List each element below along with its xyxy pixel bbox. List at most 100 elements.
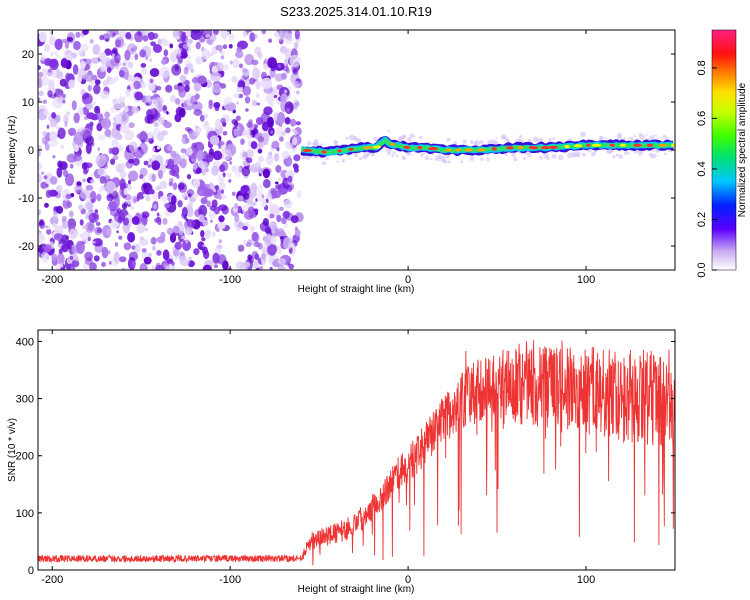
noise-blob (165, 84, 173, 93)
noise-blob (201, 163, 206, 170)
noise-blob (97, 113, 104, 122)
noise-blob (218, 215, 225, 223)
noise-blob (160, 194, 168, 203)
noise-blob (217, 195, 223, 200)
noise-blob (104, 111, 110, 119)
noise-blob (157, 38, 162, 45)
halo-blob (611, 150, 614, 153)
snr-series-line (38, 340, 675, 566)
noise-blob (38, 71, 43, 78)
noise-blob (202, 264, 212, 270)
noise-blob (162, 249, 170, 261)
noise-blob (263, 106, 273, 115)
noise-blob (279, 206, 284, 211)
noise-blob (210, 219, 213, 223)
noise-blob (93, 84, 101, 95)
noise-blob (38, 246, 44, 253)
noise-blob (271, 140, 280, 149)
halo-blob (518, 135, 523, 139)
noise-blob (275, 184, 282, 190)
halo-blob (479, 140, 484, 145)
noise-blob (133, 243, 141, 254)
noise-blob (265, 193, 271, 199)
noise-blob (251, 231, 259, 242)
noise-blob (85, 201, 94, 211)
noise-blob (174, 241, 182, 250)
noise-blob (192, 178, 201, 188)
noise-blob (293, 41, 299, 49)
noise-blob (234, 165, 242, 177)
noise-blob (164, 202, 170, 209)
noise-blob (142, 193, 147, 197)
noise-blob (64, 40, 70, 49)
noise-blob (270, 130, 274, 134)
noise-blob (185, 238, 189, 244)
noise-blob (38, 90, 44, 97)
noise-blob (190, 68, 195, 73)
noise-blob (220, 50, 225, 56)
noise-blob (292, 163, 299, 170)
noise-blob (131, 245, 136, 250)
noise-blob (261, 77, 273, 90)
halo-blob (624, 151, 628, 155)
y-tick-label: 0 (28, 565, 34, 577)
noise-blob (73, 144, 79, 153)
noise-blob (97, 167, 104, 176)
noise-blob (54, 50, 58, 55)
noise-blob (87, 205, 90, 210)
noise-blob (121, 162, 126, 169)
noise-blob (56, 167, 63, 178)
noise-blob (96, 227, 102, 234)
noise-blob (98, 52, 107, 61)
noise-blob (68, 210, 74, 218)
noise-blob (85, 221, 95, 233)
x-tick-label: 100 (577, 274, 595, 286)
noise-blob (282, 211, 290, 219)
halo-blob (430, 157, 433, 161)
noise-blob (57, 160, 63, 168)
noise-blob (134, 91, 144, 101)
noise-blob (131, 260, 136, 267)
noise-blob (169, 43, 174, 49)
noise-blob (204, 113, 209, 119)
noise-blob (128, 141, 138, 153)
noise-blob (85, 103, 93, 110)
noise-blob (155, 185, 161, 191)
noise-blob (115, 36, 125, 48)
noise-blob (38, 31, 47, 43)
carrier-peak (564, 144, 570, 149)
noise-blob (58, 248, 63, 255)
noise-blob (218, 204, 228, 212)
snr-xlabel: Height of straight line (km) (298, 584, 415, 595)
noise-blob (175, 98, 181, 105)
halo-blob (546, 156, 550, 160)
noise-blob (261, 121, 269, 132)
noise-blob (257, 155, 265, 163)
noise-blob (189, 196, 196, 203)
noise-blob (156, 212, 160, 217)
noise-blob (38, 232, 44, 245)
noise-blob (193, 192, 199, 199)
noise-blob (118, 69, 125, 78)
noise-blob (95, 221, 101, 226)
noise-blob (216, 62, 224, 72)
noise-blob (229, 161, 233, 165)
noise-blob (296, 190, 302, 199)
halo-blob (645, 133, 648, 136)
noise-blob (196, 127, 202, 133)
noise-blob (152, 97, 157, 105)
noise-blob (53, 233, 64, 241)
noise-blob (63, 169, 68, 177)
noise-blob (61, 220, 69, 229)
noise-blob (169, 254, 174, 260)
noise-blob (184, 127, 191, 132)
noise-blob (145, 55, 148, 61)
noise-blob (113, 251, 121, 264)
noise-blob (92, 241, 96, 244)
halo-blob (480, 157, 484, 162)
halo-blob (493, 140, 499, 146)
noise-blob (192, 163, 198, 170)
noise-blob (163, 49, 169, 57)
x-tick-label: 100 (577, 574, 595, 586)
halo-blob (552, 137, 555, 140)
